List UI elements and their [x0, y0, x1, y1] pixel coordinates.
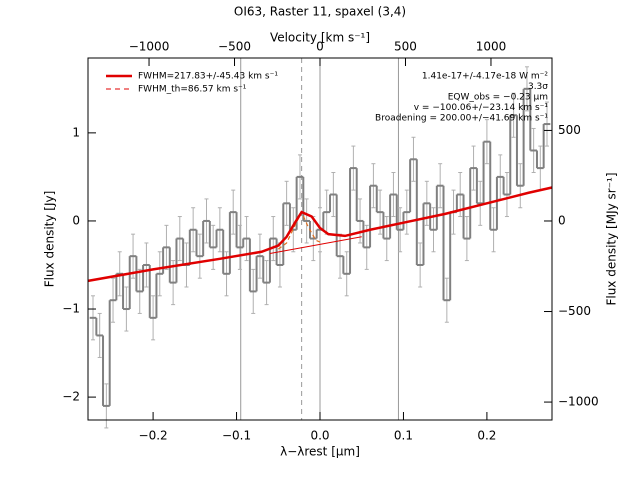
fit-line: [87, 186, 553, 283]
y2-tick-label: −1000: [558, 395, 599, 409]
x-tick-label: −0.1: [222, 429, 251, 443]
annotation: Broadening = 200.00+/−41.69 km s⁻¹: [375, 114, 548, 124]
annotation: 1.41e-17+/-4.17e-18 W m⁻²: [422, 72, 549, 82]
legend-label: FWHM=217.83+/-45.43 km s⁻¹: [138, 72, 278, 82]
x2-tick-label: −1000: [129, 40, 170, 54]
annotation: EQW_obs = −0.23 μm: [448, 93, 548, 103]
x2-tick-label: 0: [316, 40, 324, 54]
x2-label: Velocity [km s⁻¹]: [270, 31, 370, 45]
x-tick-label: 0.0: [310, 429, 329, 443]
y-tick-label: −1: [62, 302, 80, 316]
chart-title: OI63, Raster 11, spaxel (3,4): [234, 5, 406, 19]
step-connector: [95, 88, 545, 406]
annotation: 3.3σ: [528, 82, 548, 92]
y2-tick-label: −500: [558, 304, 591, 318]
y2-tick-label: 0: [558, 213, 566, 227]
y-tick-label: −2: [62, 390, 80, 404]
legend-label: FWHM_th=86.57 km s⁻¹: [138, 85, 247, 95]
x-tick-label: 0.1: [394, 429, 413, 443]
x2-tick-label: 500: [394, 40, 417, 54]
y-label: Flux density [Jy]: [43, 191, 57, 288]
x2-tick-label: −500: [218, 40, 251, 54]
y-tick-label: 0: [72, 213, 80, 227]
x2-tick-label: 1000: [476, 40, 507, 54]
y-tick-label: 1: [72, 125, 80, 139]
x-label: λ−λrest [μm]: [280, 445, 360, 459]
annotation: v = −100.06+/−23.14 km s⁻¹: [414, 103, 549, 113]
continuum-line: [269, 236, 362, 255]
y2-tick-label: 500: [558, 123, 581, 137]
y2-label: Flux density [MJy sr⁻¹]: [605, 172, 619, 305]
x-tick-label: −0.2: [139, 429, 168, 443]
x-tick-label: 0.2: [477, 429, 496, 443]
